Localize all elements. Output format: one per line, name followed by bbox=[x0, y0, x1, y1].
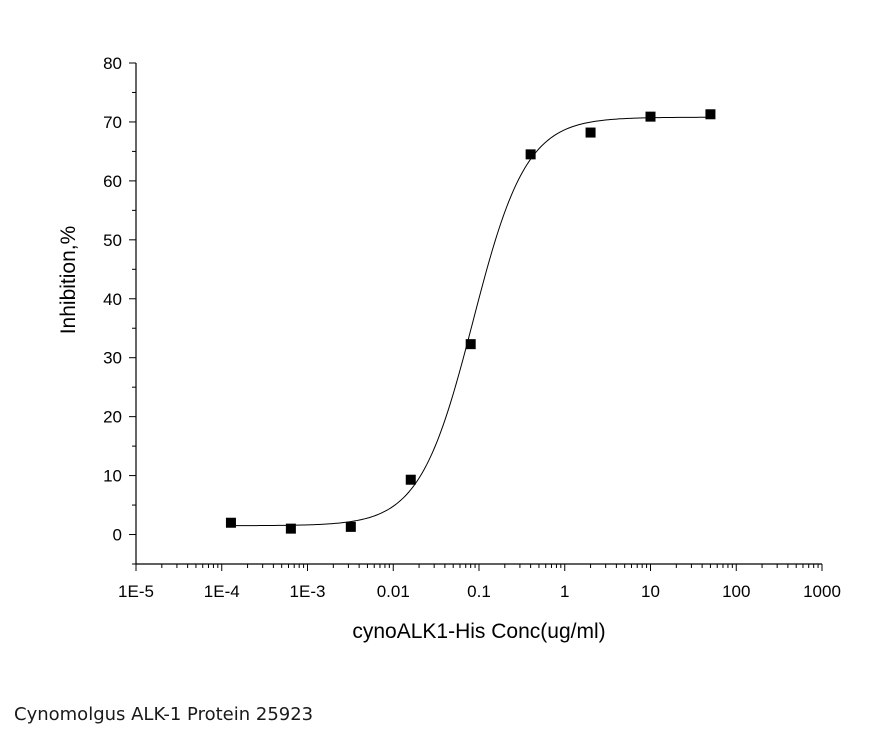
data-point bbox=[465, 339, 476, 350]
data-point bbox=[525, 149, 536, 160]
x-tick-label: 1E-5 bbox=[118, 582, 154, 601]
x-tick-label: 1E-4 bbox=[204, 582, 240, 601]
data-point bbox=[225, 517, 236, 528]
axes bbox=[135, 63, 822, 565]
x-tick-label: 10 bbox=[641, 582, 660, 601]
y-tick-label: 40 bbox=[103, 290, 122, 309]
y-axis-title: Inhibition,% bbox=[57, 226, 80, 335]
y-tick-label: 20 bbox=[103, 408, 122, 427]
caption: Cynomolgus ALK-1 Protein 25923 bbox=[14, 704, 314, 725]
x-tick-label: 1000 bbox=[803, 582, 841, 601]
fit-curve bbox=[230, 116, 711, 527]
data-point bbox=[645, 111, 656, 122]
data-point bbox=[405, 474, 416, 485]
x-tick-label: 0.01 bbox=[377, 582, 410, 601]
y-tick-label: 70 bbox=[103, 113, 122, 132]
x-tick-label: 1E-3 bbox=[290, 582, 326, 601]
data-point bbox=[345, 521, 356, 532]
data-point bbox=[585, 127, 596, 138]
y-tick-label: 80 bbox=[103, 54, 122, 73]
data-point bbox=[285, 523, 296, 534]
data-point bbox=[705, 109, 716, 120]
x-tick-label: 1 bbox=[560, 582, 569, 601]
data-points bbox=[225, 109, 716, 534]
x-tick-label: 0.1 bbox=[467, 582, 491, 601]
ticks bbox=[129, 62, 823, 571]
y-tick-label: 10 bbox=[103, 467, 122, 486]
y-tick-label: 0 bbox=[113, 526, 122, 545]
x-axis-title: cynoALK1-His Conc(ug/ml) bbox=[352, 620, 605, 643]
y-tick-label: 50 bbox=[103, 231, 122, 250]
y-tick-label: 60 bbox=[103, 172, 122, 191]
y-tick-label: 30 bbox=[103, 349, 122, 368]
chart: 1E-5 1E-4 1E-3 0.01 0.1 1 10 100 1000 0 10 20 30 40 50… bbox=[57, 54, 841, 643]
tick-labels: 1E-5 1E-4 1E-3 0.01 0.1 1 10 100 1000 0 10 20 30 40 50… bbox=[103, 54, 841, 601]
x-tick-label: 100 bbox=[722, 582, 750, 601]
